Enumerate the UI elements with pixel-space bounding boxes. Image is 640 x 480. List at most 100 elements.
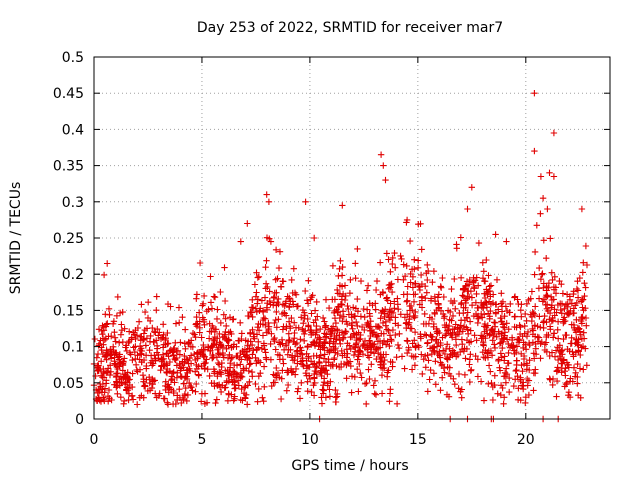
- data-point: [290, 338, 297, 345]
- data-point: [238, 373, 246, 380]
- data-point: [112, 338, 119, 345]
- data-point: [234, 377, 242, 384]
- data-point: [305, 277, 312, 284]
- data-point: [157, 334, 165, 341]
- data-point: [432, 381, 439, 388]
- data-point: [455, 370, 463, 378]
- data-point: [282, 298, 290, 305]
- data-point: [532, 303, 539, 310]
- data-point: [146, 347, 153, 354]
- data-point: [440, 310, 447, 318]
- data-point: [433, 306, 440, 314]
- data-point: [491, 381, 498, 389]
- data-point: [383, 250, 390, 257]
- data-point: [460, 310, 467, 317]
- data-point: [106, 371, 114, 379]
- data-point: [331, 354, 338, 362]
- data-point: [273, 364, 280, 372]
- data-point: [340, 334, 347, 341]
- data-point: [569, 310, 577, 317]
- data-point: [354, 295, 361, 303]
- data-point: [208, 328, 215, 335]
- data-point: [132, 343, 139, 350]
- data-point: [410, 298, 418, 305]
- data-point: [515, 385, 522, 392]
- data-point: [557, 306, 564, 314]
- data-point: [370, 382, 377, 389]
- data-point: [215, 344, 222, 352]
- data-point: [178, 365, 185, 372]
- data-point: [501, 394, 508, 401]
- data-point: [500, 335, 507, 342]
- data-point: [377, 259, 384, 266]
- data-point: [185, 339, 193, 347]
- data-point: [523, 300, 531, 307]
- data-point: [551, 306, 558, 313]
- data-point: [357, 313, 365, 320]
- data-point: [565, 364, 572, 371]
- data-point: [346, 290, 354, 297]
- data-point: [535, 334, 543, 341]
- data-point: [313, 362, 321, 370]
- data-point: [547, 376, 554, 383]
- data-point: [285, 304, 293, 311]
- data-point: [472, 299, 480, 306]
- data-point: [113, 351, 120, 358]
- data-point: [321, 322, 329, 330]
- data-point: [385, 256, 392, 263]
- data-point: [173, 374, 181, 381]
- data-point: [523, 333, 531, 340]
- data-point: [253, 346, 260, 354]
- data-point: [492, 231, 499, 238]
- data-point: [342, 328, 349, 335]
- data-point: [180, 380, 187, 387]
- data-point: [348, 389, 355, 396]
- data-point: [381, 310, 388, 317]
- data-point: [138, 351, 145, 358]
- data-point: [255, 338, 262, 345]
- data-point: [379, 289, 387, 297]
- data-point: [327, 378, 334, 385]
- data-point: [357, 369, 364, 377]
- data-point: [125, 390, 133, 397]
- data-point: [152, 390, 159, 397]
- data-point: [212, 399, 219, 407]
- x-tick-label: 15: [409, 432, 427, 448]
- data-point: [200, 300, 207, 307]
- data-point: [364, 306, 371, 313]
- data-point: [415, 221, 422, 228]
- data-point: [334, 303, 342, 311]
- data-point: [386, 316, 394, 324]
- data-point: [505, 326, 512, 333]
- data-point: [207, 273, 214, 280]
- data-point: [191, 351, 198, 358]
- data-point: [406, 313, 413, 320]
- data-point: [302, 287, 309, 295]
- data-point: [423, 332, 430, 339]
- data-point: [491, 372, 498, 379]
- data-point: [429, 344, 437, 351]
- data-point: [480, 268, 487, 275]
- data-point: [262, 349, 269, 356]
- data-point: [199, 314, 206, 321]
- data-point: [495, 306, 502, 313]
- data-point: [501, 357, 508, 364]
- data-point: [501, 313, 508, 320]
- data-point: [496, 340, 504, 347]
- data-point: [383, 326, 391, 333]
- data-point: [531, 90, 538, 97]
- data-point: [242, 337, 249, 344]
- data-point: [539, 298, 546, 305]
- data-point: [576, 365, 584, 372]
- data-point: [525, 391, 533, 399]
- data-point: [540, 319, 547, 326]
- data-point: [548, 349, 556, 356]
- data-point: [422, 364, 429, 371]
- data-point: [490, 291, 497, 298]
- data-point: [253, 308, 260, 316]
- data-point: [479, 314, 486, 321]
- data-point: [484, 289, 491, 297]
- data-point: [208, 343, 215, 350]
- data-point: [260, 340, 268, 347]
- data-point: [419, 370, 426, 378]
